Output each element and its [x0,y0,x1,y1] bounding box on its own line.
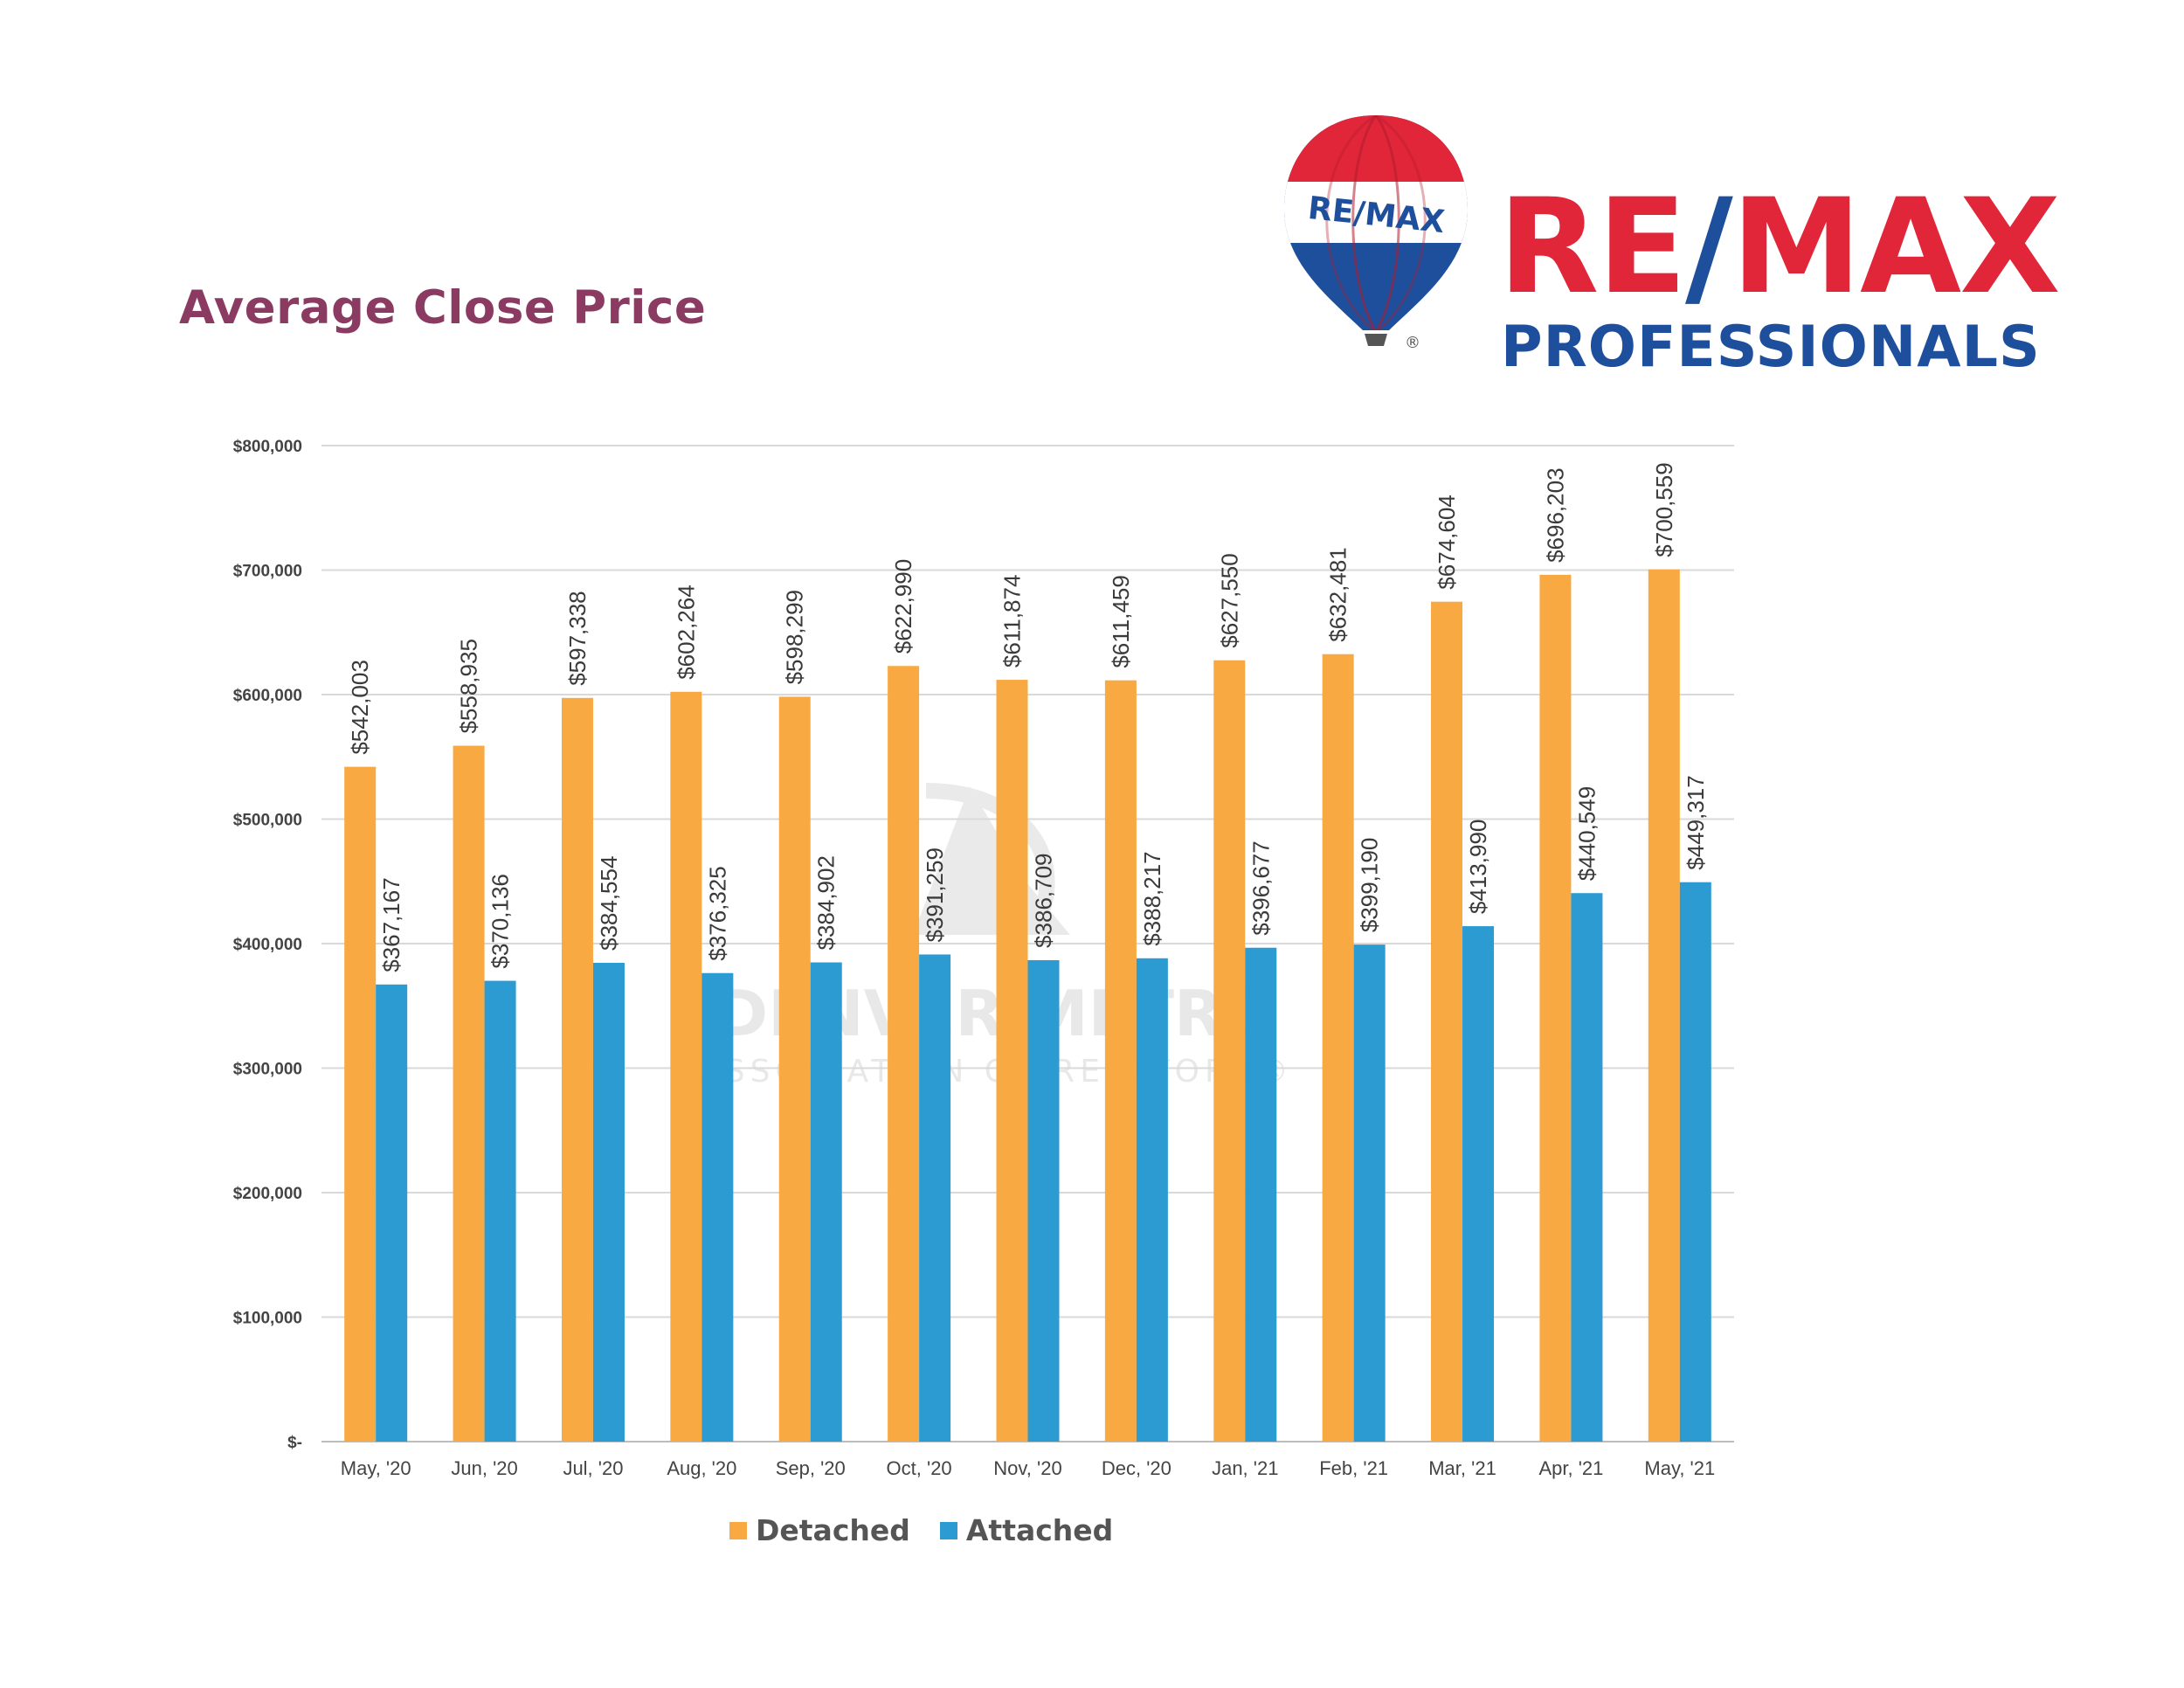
data-label-detached: $602,264 [673,585,699,679]
y-tick-label: $400,000 [233,936,302,954]
bar-detached [1431,601,1463,1442]
bar-attached [702,972,734,1442]
legend-swatch-detached [729,1521,747,1539]
bar-detached [1539,574,1572,1442]
x-tick-label: May, '20 [341,1457,411,1479]
brand-subtitle: PROFESSIONALS [1501,315,2041,380]
chart-legend: Detached Attached [729,1513,1113,1547]
bar-attached [1462,926,1495,1442]
y-tick-label: $600,000 [233,687,302,705]
data-label-detached: $598,299 [782,590,808,684]
bar-detached [561,697,593,1442]
remax-logo: RE/MAX ® RE/MAX PROFESSIONALS [1275,105,2088,384]
data-label-attached: $386,709 [1031,853,1057,947]
bar-detached [1104,680,1137,1442]
legend-label-attached: Attached [965,1513,1114,1547]
bar-detached [344,766,377,1442]
legend-swatch-attached [939,1521,957,1539]
x-tick-label: Feb, '21 [1319,1457,1388,1479]
x-tick-label: Jul, '20 [563,1457,623,1479]
y-tick-label: $200,000 [233,1185,302,1203]
data-label-attached: $370,136 [487,874,514,968]
data-label-attached: $396,677 [1248,841,1274,935]
y-tick-label: $300,000 [233,1061,302,1079]
y-tick-label: $100,000 [233,1310,302,1328]
data-label-detached: $597,338 [564,591,591,685]
bar-attached [1571,893,1603,1442]
data-label-attached: $449,317 [1683,775,1709,869]
y-tick-label: $800,000 [233,438,302,456]
bar-detached [888,666,920,1442]
legend-item-detached: Detached [729,1513,910,1547]
bar-attached [1027,959,1060,1442]
y-tick-label: $500,000 [233,812,302,830]
bar-attached [484,980,516,1442]
data-label-detached: $611,459 [1108,575,1134,668]
x-tick-label: Aug, '20 [667,1457,736,1479]
x-tick-label: Jan, '21 [1212,1457,1278,1479]
bar-attached [376,984,408,1442]
data-label-attached: $413,990 [1465,820,1491,914]
data-label-detached: $632,481 [1325,547,1351,641]
x-tick-label: May, '21 [1644,1457,1715,1479]
x-tick-label: Jun, '20 [451,1457,517,1479]
bar-attached [1245,947,1277,1442]
registered-mark: ® [1405,334,1420,352]
x-tick-label: Mar, '21 [1428,1457,1496,1479]
data-label-attached: $367,167 [378,877,404,972]
data-label-detached: $700,559 [1651,462,1677,557]
brand-wordmark: RE/MAX [1498,171,2061,323]
bar-detached [778,696,811,1442]
bar-detached [1213,660,1246,1442]
data-label-attached: $384,902 [813,855,840,950]
x-tick-label: Apr, '21 [1538,1457,1603,1479]
data-label-detached: $696,203 [1542,467,1568,562]
x-tick-label: Oct, '20 [887,1457,952,1479]
bar-detached [670,691,702,1442]
bar-attached [592,963,625,1442]
x-tick-label: Dec, '20 [1102,1457,1171,1479]
page-title: Average Close Price [179,281,707,335]
y-tick-label: $700,000 [233,563,302,581]
data-label-detached: $611,874 [999,575,1026,668]
x-tick-label: Sep, '20 [776,1457,846,1479]
bar-detached [1322,654,1354,1442]
data-label-detached: $542,003 [347,660,373,754]
bar-attached [1679,882,1711,1442]
data-label-attached: $399,190 [1357,838,1383,932]
data-label-attached: $384,554 [596,856,622,951]
data-label-detached: $627,550 [1216,553,1242,647]
data-label-attached: $376,325 [704,866,730,960]
y-tick-label: $- [287,1434,302,1452]
x-tick-label: Nov, '20 [993,1457,1061,1479]
data-label-attached: $391,259 [922,847,948,942]
data-label-detached: $674,604 [1434,495,1460,589]
data-label-detached: $558,935 [456,639,482,733]
bar-attached [919,954,951,1442]
bar-attached [1136,958,1168,1442]
balloon-logo-icon: RE/MAX ® [1284,115,1468,352]
data-label-detached: $622,990 [890,559,916,654]
bar-attached [1353,944,1386,1442]
bar-detached [996,680,1028,1442]
bar-detached [453,745,485,1442]
bar-detached [1648,569,1680,1442]
legend-item-attached: Attached [939,1513,1114,1547]
data-label-attached: $440,549 [1573,786,1600,881]
data-label-attached: $388,217 [1139,851,1165,945]
legend-label-detached: Detached [756,1513,910,1547]
bar-attached [810,962,842,1442]
